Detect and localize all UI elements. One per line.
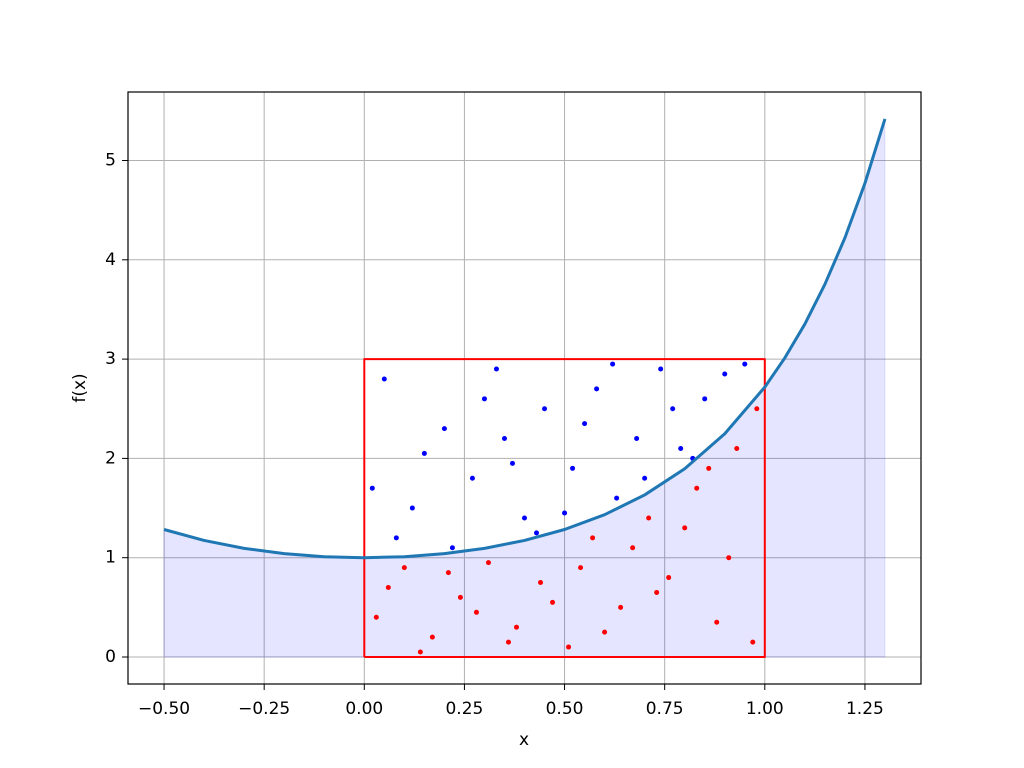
scatter-point <box>542 406 548 412</box>
scatter-point <box>678 445 684 451</box>
scatter-point <box>706 465 712 471</box>
y-tick-label: 2 <box>105 448 116 468</box>
y-tick-label: 5 <box>105 151 116 171</box>
scatter-point <box>473 609 479 615</box>
axes-frame <box>127 91 922 685</box>
scatter-point <box>538 580 544 586</box>
scatter-point <box>441 426 447 432</box>
x-tick-label: 0.75 <box>646 699 684 719</box>
x-tick-label: −0.25 <box>238 699 290 719</box>
scatter-point <box>534 530 540 536</box>
scatter-point <box>522 515 527 521</box>
line <box>363 358 766 658</box>
scatter-point <box>670 406 676 412</box>
scatter-point <box>481 396 487 402</box>
scatter-point <box>457 594 463 600</box>
scatter-point <box>694 485 700 491</box>
scatter-point <box>582 421 588 427</box>
scatter-point <box>722 371 728 377</box>
scatter-point <box>646 515 652 521</box>
x-tick-label: 1.00 <box>746 699 784 719</box>
scatter-point <box>421 450 427 456</box>
scatter-point <box>618 604 624 610</box>
x-tick-label: 0.00 <box>345 699 383 719</box>
y-axis-label: f(x) <box>70 373 90 402</box>
x-tick-label: 0.50 <box>546 699 584 719</box>
scatter-point <box>590 535 596 541</box>
x-tick-label: −0.50 <box>138 699 190 719</box>
scatter-point <box>566 644 572 650</box>
y-tick-label: 3 <box>105 349 116 369</box>
scatter-point <box>578 565 584 571</box>
scatter-point <box>373 614 379 620</box>
scatter-point <box>393 535 399 541</box>
scatter-point <box>485 560 491 566</box>
scatter-point <box>682 525 688 531</box>
scatter-point <box>469 475 475 481</box>
scatter-point <box>445 570 451 576</box>
scatter-point <box>550 599 556 605</box>
scatter-point <box>449 545 455 551</box>
x-tick-label: 1.25 <box>846 699 884 719</box>
scatter-point <box>385 584 391 590</box>
scatter-point <box>381 376 387 382</box>
scatter-point <box>610 361 616 367</box>
scatter-point <box>702 396 708 402</box>
scatter-point <box>666 575 672 581</box>
y-tick-label: 1 <box>105 548 116 568</box>
scatter-point <box>401 565 407 571</box>
scatter-point <box>602 629 608 635</box>
scatter-point <box>734 445 740 451</box>
scatter-point <box>417 649 423 655</box>
scatter-point <box>369 485 375 491</box>
scatter-point <box>742 361 748 367</box>
y-tick-label: 4 <box>105 250 116 270</box>
scatter-point <box>505 639 511 645</box>
scatter-point <box>754 406 760 412</box>
x-tick-label: 0.25 <box>445 699 483 719</box>
scatter-point <box>634 436 640 442</box>
scatter-point <box>570 465 576 471</box>
scatter-point <box>750 639 756 645</box>
scatter-point <box>614 495 620 501</box>
scatter-point <box>658 366 664 372</box>
scatter-point <box>630 545 636 551</box>
scatter-point <box>642 475 648 481</box>
scatter-point <box>714 619 720 625</box>
scatter-point <box>513 624 519 630</box>
area-fill <box>163 118 886 658</box>
scatter-point <box>594 386 600 392</box>
x-axis-label: x <box>519 730 529 750</box>
scatter-point <box>654 589 660 595</box>
scatter-point <box>409 505 415 511</box>
scatter-point <box>509 460 515 466</box>
scatter-point <box>726 555 732 561</box>
scatter-point <box>562 510 568 516</box>
scatter-point <box>429 634 435 640</box>
line <box>163 118 887 560</box>
y-tick-label: 0 <box>105 647 116 667</box>
scatter-point <box>501 436 507 442</box>
scatter-point <box>493 366 499 372</box>
